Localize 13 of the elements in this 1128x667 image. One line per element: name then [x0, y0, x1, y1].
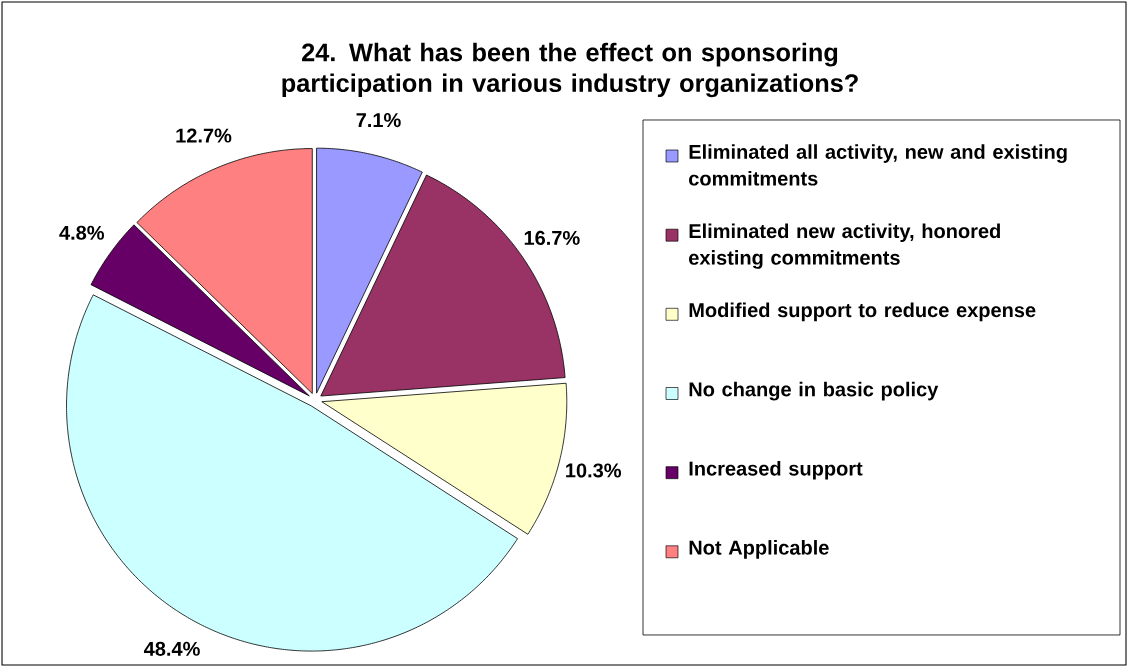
- legend-label: Eliminated new activity, honored existing commitments: [689, 223, 1000, 269]
- data-label: 4.8%: [59, 225, 105, 240]
- data-label: 12.7%: [176, 128, 232, 143]
- legend-label: Not Applicable: [689, 540, 829, 559]
- data-label: 16.7%: [524, 230, 580, 246]
- data-label: 7.1%: [356, 113, 401, 128]
- chart-title: 24. What has been the effect on sponsoring participation in various industry organizations?: [282, 42, 858, 98]
- legend-label: Eliminated all activity, new and existing commitments: [689, 144, 1067, 186]
- data-label: 48.4%: [143, 641, 200, 656]
- legend-label: Increased support: [689, 460, 863, 480]
- legend-label: Modified support to reduce expense: [689, 302, 1036, 322]
- data-label: 10.3%: [566, 463, 622, 478]
- legend-label: No change in basic policy: [689, 381, 939, 401]
